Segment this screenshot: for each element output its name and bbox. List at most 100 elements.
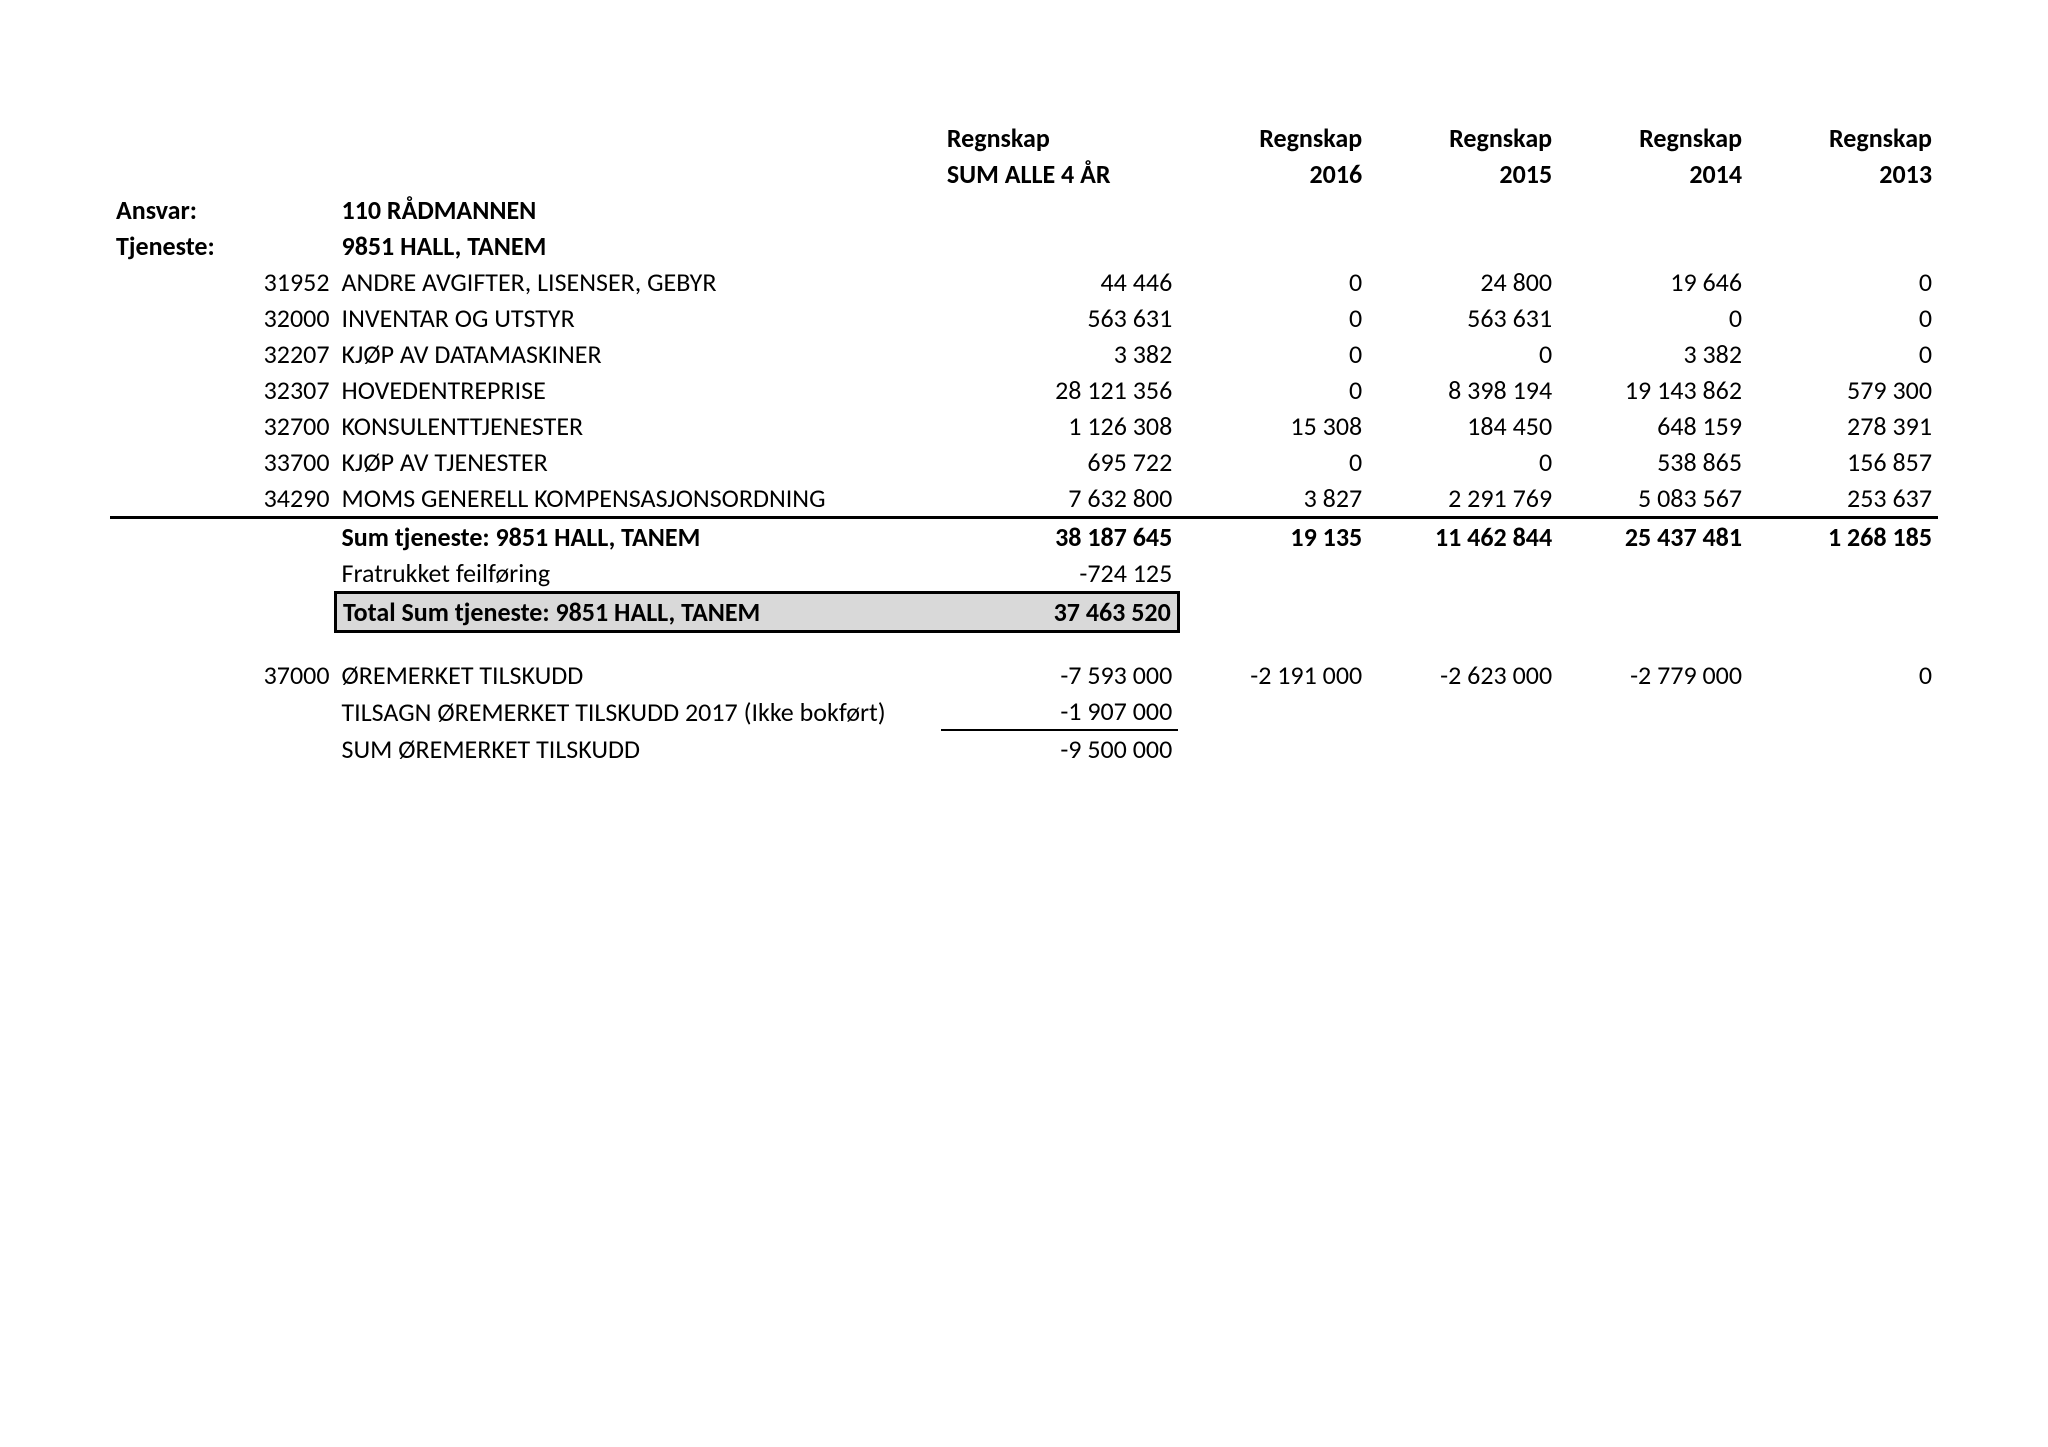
- row-2014: 538 865: [1558, 444, 1748, 480]
- row-2014: 0: [1558, 300, 1748, 336]
- row-desc: ANDRE AVGIFTER, LISENSER, GEBYR: [336, 264, 941, 300]
- hdr-2013: 2013: [1748, 156, 1938, 192]
- row-sum: 695 722: [941, 444, 1178, 480]
- page: Regnskap Regnskap Regnskap Regnskap Regn…: [0, 0, 2048, 1447]
- row-2013: 579 300: [1748, 372, 1938, 408]
- row-code: 33700: [241, 444, 336, 480]
- ansvar-value: 110 RÅDMANNEN: [336, 192, 941, 228]
- table-row: 33700 KJØP AV TJENESTER 695 722 0 0 538 …: [110, 444, 1938, 480]
- hdr-regnskap-2013: Regnskap: [1748, 120, 1938, 156]
- row-code: 31952: [241, 264, 336, 300]
- row-sum: 28 121 356: [941, 372, 1178, 408]
- tjeneste-label: Tjeneste:: [110, 228, 241, 264]
- tilsagn-sum: -1 907 000: [941, 693, 1178, 730]
- row-2014: 19 646: [1558, 264, 1748, 300]
- sum-oremerket-row: SUM ØREMERKET TILSKUDD -9 500 000: [110, 730, 1938, 767]
- row-sum: 563 631: [941, 300, 1178, 336]
- tilsagn-row: TILSAGN ØREMERKET TILSKUDD 2017 (Ikke bo…: [110, 693, 1938, 730]
- hdr-2015: 2015: [1368, 156, 1558, 192]
- total-box-row: Total Sum tjeneste: 9851 HALL, TANEM 37 …: [110, 593, 1938, 632]
- row-2014: 5 083 567: [1558, 480, 1748, 518]
- fratrukket-sum: -724 125: [941, 555, 1178, 593]
- oremerket-2016: -2 191 000: [1178, 657, 1368, 693]
- sum-2016: 19 135: [1178, 518, 1368, 556]
- sum-oremerket-sum: -9 500 000: [941, 730, 1178, 767]
- oremerket-2015: -2 623 000: [1368, 657, 1558, 693]
- row-2013: 156 857: [1748, 444, 1938, 480]
- row-sum: 7 632 800: [941, 480, 1178, 518]
- row-desc: KJØP AV DATAMASKINER: [336, 336, 941, 372]
- sum-oremerket-desc: SUM ØREMERKET TILSKUDD: [336, 730, 941, 767]
- row-code: 32207: [241, 336, 336, 372]
- row-2013: 253 637: [1748, 480, 1938, 518]
- ansvar-row: Ansvar: 110 RÅDMANNEN: [110, 192, 1938, 228]
- oremerket-desc: ØREMERKET TILSKUDD: [336, 657, 941, 693]
- row-sum: 44 446: [941, 264, 1178, 300]
- row-2015: 24 800: [1368, 264, 1558, 300]
- fratrukket-row: Fratrukket feilføring -724 125: [110, 555, 1938, 593]
- row-2013: 0: [1748, 300, 1938, 336]
- table-row: 32000 INVENTAR OG UTSTYR 563 631 0 563 6…: [110, 300, 1938, 336]
- spacer-row: [110, 632, 1938, 658]
- row-2014: 19 143 862: [1558, 372, 1748, 408]
- row-2016: 0: [1178, 336, 1368, 372]
- row-2013: 0: [1748, 264, 1938, 300]
- row-code: 34290: [241, 480, 336, 518]
- sum-2014: 25 437 481: [1558, 518, 1748, 556]
- oremerket-2013: 0: [1748, 657, 1938, 693]
- row-2015: 0: [1368, 444, 1558, 480]
- row-sum: 1 126 308: [941, 408, 1178, 444]
- row-2016: 15 308: [1178, 408, 1368, 444]
- row-desc: KJØP AV TJENESTER: [336, 444, 941, 480]
- hdr-sum-alle: SUM ALLE 4 ÅR: [941, 156, 1178, 192]
- row-2016: 0: [1178, 372, 1368, 408]
- row-2016: 0: [1178, 444, 1368, 480]
- row-desc: MOMS GENERELL KOMPENSASJONSORDNING: [336, 480, 941, 518]
- row-desc: HOVEDENTREPRISE: [336, 372, 941, 408]
- table-row: 32700 KONSULENTTJENESTER 1 126 308 15 30…: [110, 408, 1938, 444]
- tilsagn-desc: TILSAGN ØREMERKET TILSKUDD 2017 (Ikke bo…: [336, 693, 941, 730]
- row-2015: 8 398 194: [1368, 372, 1558, 408]
- tjeneste-row: Tjeneste: 9851 HALL, TANEM: [110, 228, 1938, 264]
- header-row-2: SUM ALLE 4 ÅR 2016 2015 2014 2013: [110, 156, 1938, 192]
- table-row: 32307 HOVEDENTREPRISE 28 121 356 0 8 398…: [110, 372, 1938, 408]
- total-sum: 37 463 520: [941, 593, 1178, 632]
- oremerket-sum: -7 593 000: [941, 657, 1178, 693]
- row-code: 32700: [241, 408, 336, 444]
- hdr-regnskap-2014: Regnskap: [1558, 120, 1748, 156]
- sum-tjeneste-row: Sum tjeneste: 9851 HALL, TANEM 38 187 64…: [110, 518, 1938, 556]
- row-code: 32000: [241, 300, 336, 336]
- oremerket-2014: -2 779 000: [1558, 657, 1748, 693]
- sum-desc: Sum tjeneste: 9851 HALL, TANEM: [336, 518, 941, 556]
- row-2013: 278 391: [1748, 408, 1938, 444]
- hdr-regnskap-2015: Regnskap: [1368, 120, 1558, 156]
- header-row-1: Regnskap Regnskap Regnskap Regnskap Regn…: [110, 120, 1938, 156]
- oremerket-row: 37000 ØREMERKET TILSKUDD -7 593 000 -2 1…: [110, 657, 1938, 693]
- row-2016: 3 827: [1178, 480, 1368, 518]
- row-code: 32307: [241, 372, 336, 408]
- row-2015: 184 450: [1368, 408, 1558, 444]
- row-2015: 0: [1368, 336, 1558, 372]
- row-2013: 0: [1748, 336, 1938, 372]
- sum-2013: 1 268 185: [1748, 518, 1938, 556]
- sum-sum: 38 187 645: [941, 518, 1178, 556]
- row-2016: 0: [1178, 264, 1368, 300]
- table-row: 32207 KJØP AV DATAMASKINER 3 382 0 0 3 3…: [110, 336, 1938, 372]
- row-desc: INVENTAR OG UTSTYR: [336, 300, 941, 336]
- row-sum: 3 382: [941, 336, 1178, 372]
- financial-table: Regnskap Regnskap Regnskap Regnskap Regn…: [110, 120, 1938, 767]
- ansvar-label: Ansvar:: [110, 192, 241, 228]
- fratrukket-desc: Fratrukket feilføring: [336, 555, 941, 593]
- row-desc: KONSULENTTJENESTER: [336, 408, 941, 444]
- hdr-regnskap-sum: Regnskap: [941, 120, 1178, 156]
- row-2014: 3 382: [1558, 336, 1748, 372]
- table-row: 34290 MOMS GENERELL KOMPENSASJONSORDNING…: [110, 480, 1938, 518]
- total-desc: Total Sum tjeneste: 9851 HALL, TANEM: [336, 593, 941, 632]
- tjeneste-value: 9851 HALL, TANEM: [336, 228, 941, 264]
- hdr-regnskap-2016: Regnskap: [1178, 120, 1368, 156]
- table-row: 31952 ANDRE AVGIFTER, LISENSER, GEBYR 44…: [110, 264, 1938, 300]
- row-2015: 563 631: [1368, 300, 1558, 336]
- hdr-2014: 2014: [1558, 156, 1748, 192]
- sum-2015: 11 462 844: [1368, 518, 1558, 556]
- row-2016: 0: [1178, 300, 1368, 336]
